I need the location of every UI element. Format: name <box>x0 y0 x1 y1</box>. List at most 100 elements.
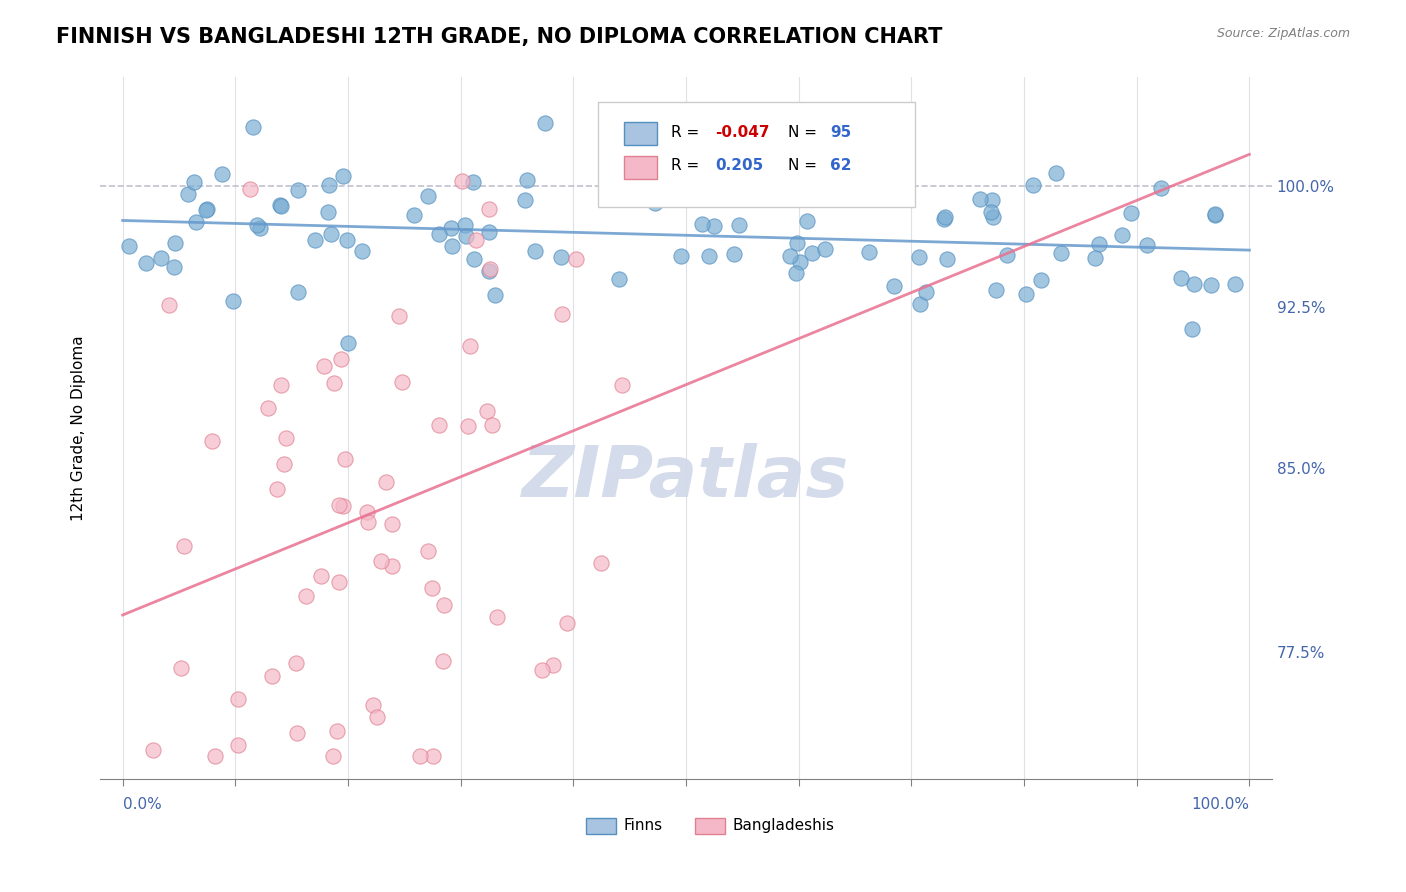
Point <box>484 288 506 302</box>
Point <box>478 202 501 216</box>
Point <box>463 252 485 267</box>
Point <box>515 172 537 186</box>
Point <box>249 221 271 235</box>
Point <box>454 229 477 244</box>
Point <box>454 218 477 232</box>
Text: FINNISH VS BANGLADESHI 12TH GRADE, NO DIPLOMA CORRELATION CHART: FINNISH VS BANGLADESHI 12TH GRADE, NO DI… <box>56 27 942 46</box>
Point <box>533 116 555 130</box>
Point <box>1170 270 1192 285</box>
Point <box>555 615 578 630</box>
Point <box>564 252 586 267</box>
Point <box>328 499 350 513</box>
Point <box>984 284 1007 298</box>
Point <box>269 197 291 211</box>
Text: R =: R = <box>671 125 704 140</box>
Point <box>287 183 309 197</box>
Point <box>381 558 404 573</box>
Point <box>356 505 378 519</box>
Point <box>936 252 959 266</box>
Point <box>1111 228 1133 243</box>
Point <box>260 668 283 682</box>
Point <box>690 218 713 232</box>
Point <box>195 202 218 217</box>
Point <box>326 724 349 739</box>
Point <box>1204 207 1226 221</box>
Point <box>1182 277 1205 291</box>
Point <box>697 249 720 263</box>
Point <box>478 264 501 278</box>
Point <box>226 691 249 706</box>
Point <box>366 710 388 724</box>
Point <box>242 120 264 134</box>
Point <box>1199 278 1222 293</box>
Point <box>612 377 634 392</box>
Point <box>464 233 486 247</box>
Text: Source: ZipAtlas.com: Source: ZipAtlas.com <box>1216 27 1350 40</box>
Point <box>980 205 1002 219</box>
Point <box>335 233 357 247</box>
Point <box>314 359 336 373</box>
Point <box>311 569 333 583</box>
Point <box>440 238 463 252</box>
Point <box>336 336 359 351</box>
Text: -0.047: -0.047 <box>716 125 770 140</box>
Point <box>370 553 392 567</box>
Point <box>513 193 536 207</box>
Point <box>222 294 245 309</box>
Point <box>1223 277 1246 292</box>
Point <box>440 220 463 235</box>
Point <box>981 210 1004 224</box>
Text: ZIPatlas: ZIPatlas <box>522 442 849 512</box>
Point <box>969 192 991 206</box>
Text: 62: 62 <box>830 158 852 173</box>
Point <box>418 544 440 558</box>
FancyBboxPatch shape <box>624 156 657 179</box>
Point <box>550 250 572 264</box>
Point <box>551 307 574 321</box>
Point <box>404 208 426 222</box>
Point <box>330 352 353 367</box>
Point <box>427 418 450 433</box>
Point <box>1136 238 1159 252</box>
Point <box>789 255 811 269</box>
Point <box>177 186 200 201</box>
Point <box>1015 287 1038 301</box>
Point <box>1181 322 1204 336</box>
Point <box>779 249 801 263</box>
Point <box>319 227 342 241</box>
Text: 0.0%: 0.0% <box>122 797 162 813</box>
Point <box>228 738 250 752</box>
Point <box>814 242 837 256</box>
Text: 0.205: 0.205 <box>716 158 763 173</box>
Point <box>830 183 852 197</box>
Point <box>295 589 318 603</box>
Point <box>1084 251 1107 265</box>
Point <box>270 199 292 213</box>
Point <box>1045 166 1067 180</box>
Point <box>932 212 955 227</box>
Point <box>477 403 499 417</box>
FancyBboxPatch shape <box>586 818 616 833</box>
Y-axis label: 12th Grade, No Diploma: 12th Grade, No Diploma <box>72 335 86 521</box>
Point <box>858 244 880 259</box>
Point <box>409 748 432 763</box>
Point <box>142 743 165 757</box>
Point <box>451 174 474 188</box>
FancyBboxPatch shape <box>598 102 914 207</box>
Text: Bangladeshis: Bangladeshis <box>733 818 835 833</box>
Text: 95: 95 <box>830 125 852 140</box>
Point <box>170 661 193 675</box>
Text: N =: N = <box>787 125 823 140</box>
Point <box>201 434 224 448</box>
Point <box>285 657 308 671</box>
Text: R =: R = <box>671 158 704 173</box>
Point <box>609 174 631 188</box>
Point <box>1049 245 1071 260</box>
Point <box>304 233 326 247</box>
Point <box>1150 181 1173 195</box>
Point <box>173 540 195 554</box>
Point <box>157 298 180 312</box>
Point <box>796 214 818 228</box>
Point <box>184 215 207 229</box>
Point <box>356 515 378 529</box>
